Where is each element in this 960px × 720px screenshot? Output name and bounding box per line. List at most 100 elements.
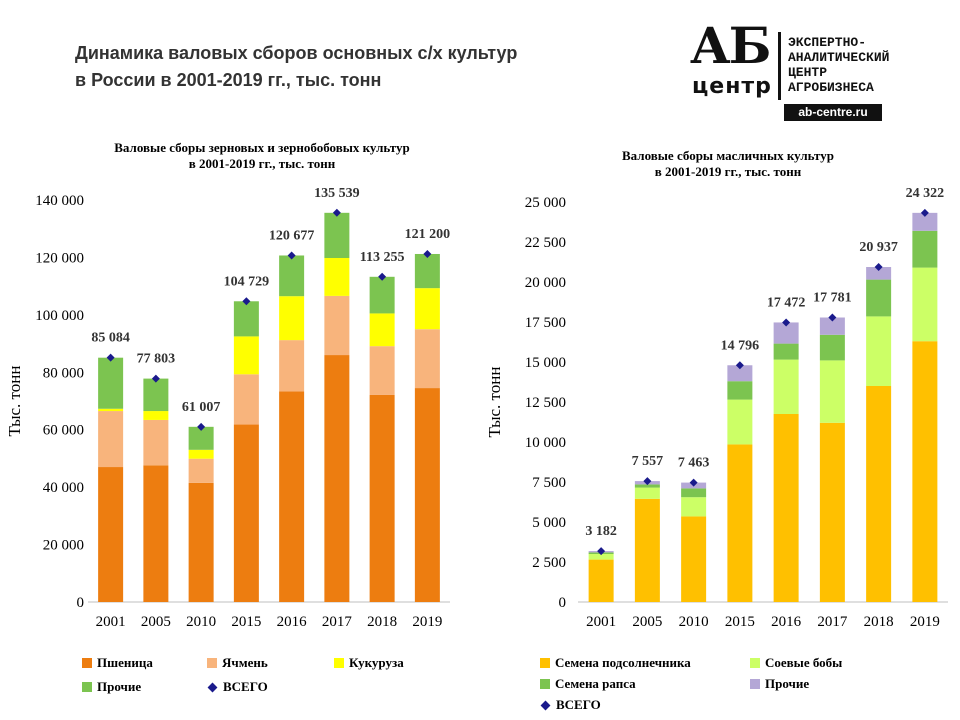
logo-divider bbox=[778, 32, 781, 100]
bar-1-2017 bbox=[819, 422, 845, 602]
total-marker-2001 bbox=[106, 353, 115, 362]
legend-diamond-marker bbox=[207, 682, 218, 692]
legend-swatch bbox=[750, 658, 760, 668]
total-marker-2017 bbox=[332, 208, 341, 217]
x-tick-label-2010: 2010 bbox=[186, 614, 216, 630]
x-tick-label-2017: 2017 bbox=[322, 614, 353, 630]
bar-1-2016 bbox=[279, 391, 305, 602]
bar-1-2010 bbox=[681, 516, 707, 602]
bar-2-2019 bbox=[912, 267, 938, 342]
bar-3-2016 bbox=[279, 296, 305, 341]
bar-2-2010 bbox=[681, 497, 707, 517]
legend-item: Пшеница bbox=[82, 655, 153, 671]
total-marker-2019 bbox=[920, 208, 929, 217]
legend-swatch bbox=[540, 658, 550, 668]
legend-label: Соевые бобы bbox=[765, 655, 843, 670]
logo-text: ЭКСПЕРТНО- АНАЛИТИЧЕСКИЙ ЦЕНТР АГРОБИЗНЕ… bbox=[788, 35, 890, 95]
x-tick-label-2001: 2001 bbox=[96, 614, 126, 630]
x-tick-label-2018: 2018 bbox=[367, 614, 397, 630]
bar-3-2015 bbox=[727, 381, 753, 400]
total-label-2017: 135 539 bbox=[314, 186, 360, 201]
bar-2-2017 bbox=[819, 360, 845, 423]
total-label-2018: 20 937 bbox=[859, 240, 898, 255]
legend-swatch bbox=[82, 658, 92, 668]
total-label-2010: 7 463 bbox=[678, 456, 710, 471]
legend-swatch bbox=[334, 658, 344, 668]
total-label-2010: 61 007 bbox=[182, 400, 221, 415]
legend-label: Семена подсолнечника bbox=[555, 655, 691, 670]
total-marker-2019 bbox=[423, 249, 432, 258]
legend-item: Кукуруза bbox=[334, 655, 404, 671]
y-tick-label: 25 000 bbox=[525, 195, 566, 211]
legend-item: ВСЕГО bbox=[540, 697, 601, 713]
grain-chart: Валовые сборы зерновых и зернобобовых ку… bbox=[5, 140, 451, 630]
page-title-line-2: в России в 2001-2019 гг., тыс. тонн bbox=[75, 70, 382, 90]
bar-4-2005 bbox=[143, 378, 169, 412]
x-tick-label-2015: 2015 bbox=[725, 614, 755, 630]
bar-1-2018 bbox=[866, 386, 892, 602]
x-tick-label-2019: 2019 bbox=[412, 614, 442, 630]
legend-item: Ячмень bbox=[207, 655, 268, 671]
total-marker-2015 bbox=[735, 361, 744, 370]
bar-4-2017 bbox=[819, 317, 845, 335]
bar-3-2005 bbox=[634, 484, 660, 488]
y-axis-label: Тыс. тонн bbox=[5, 366, 24, 437]
total-marker-2017 bbox=[828, 313, 837, 322]
total-label-2001: 3 182 bbox=[585, 524, 617, 539]
bar-4-2016 bbox=[773, 322, 799, 344]
x-tick-label-2019: 2019 bbox=[910, 614, 940, 630]
logo-mark-top: АБ bbox=[690, 16, 771, 75]
x-tick-label-2015: 2015 bbox=[231, 614, 261, 630]
bar-4-2018 bbox=[369, 276, 395, 314]
y-tick-label: 20 000 bbox=[43, 538, 84, 554]
bar-2-2010 bbox=[188, 458, 214, 483]
x-tick-label-2005: 2005 bbox=[632, 614, 662, 630]
legend-item: Соевые бобы bbox=[750, 655, 842, 671]
x-tick-label-2010: 2010 bbox=[679, 614, 709, 630]
total-label-2001: 85 084 bbox=[91, 331, 130, 346]
legend-swatch bbox=[207, 658, 217, 668]
bar-3-2018 bbox=[369, 313, 395, 347]
y-tick-label: 7 500 bbox=[532, 475, 566, 491]
bar-1-2001 bbox=[98, 467, 124, 602]
x-tick-label-2001: 2001 bbox=[586, 614, 616, 630]
bar-3-2019 bbox=[912, 230, 938, 268]
bar-2-2016 bbox=[773, 359, 799, 414]
y-tick-label: 2 500 bbox=[532, 555, 566, 571]
legend-label: Пшеница bbox=[97, 655, 153, 670]
bar-2-2018 bbox=[369, 346, 395, 395]
bar-4-2015 bbox=[727, 365, 753, 382]
bar-4-2016 bbox=[279, 255, 305, 297]
bar-3-2010 bbox=[188, 449, 214, 459]
bar-2-2001 bbox=[98, 411, 124, 468]
bar-1-2005 bbox=[143, 465, 169, 602]
y-tick-label: 22 500 bbox=[525, 235, 566, 251]
total-label-2015: 14 796 bbox=[721, 338, 760, 353]
bar-4-2018 bbox=[866, 267, 892, 280]
bar-1-2016 bbox=[773, 414, 799, 602]
logo-mark: АБ центр bbox=[690, 16, 778, 102]
bar-2-2015 bbox=[727, 399, 753, 445]
legend-label: Прочие bbox=[765, 676, 810, 691]
bar-4-2019 bbox=[414, 253, 440, 289]
x-tick-label-2016: 2016 bbox=[277, 614, 308, 630]
chart-title-line-1: Валовые сборы масличных культур bbox=[622, 148, 834, 163]
total-label-2019: 121 200 bbox=[405, 227, 451, 242]
bar-2-2005 bbox=[143, 419, 169, 466]
bar-4-2001 bbox=[98, 357, 124, 409]
bar-1-2019 bbox=[912, 341, 938, 602]
total-label-2016: 120 677 bbox=[269, 228, 315, 243]
bar-1-2019 bbox=[414, 388, 440, 602]
x-tick-label-2018: 2018 bbox=[864, 614, 894, 630]
y-axis-label: Тыс. тонн bbox=[485, 367, 504, 438]
total-label-2005: 77 803 bbox=[137, 352, 176, 367]
legend-label: Кукуруза bbox=[349, 655, 404, 670]
legend-item: Прочие bbox=[82, 679, 141, 695]
bar-2-2018 bbox=[866, 316, 892, 386]
bar-3-2017 bbox=[819, 334, 845, 361]
y-tick-label: 140 000 bbox=[35, 193, 84, 209]
bar-2-2019 bbox=[414, 329, 440, 389]
legend-label: Семена рапса bbox=[555, 676, 636, 691]
chart-title-line-1: Валовые сборы зерновых и зернобобовых ку… bbox=[114, 140, 409, 155]
